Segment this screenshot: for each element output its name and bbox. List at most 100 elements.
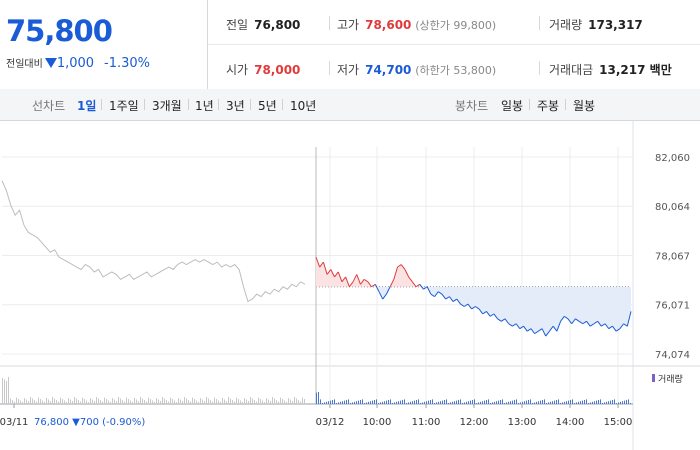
volume-bar: [628, 399, 629, 404]
volume-bar: [582, 400, 583, 404]
candle-weekly[interactable]: 주봉: [537, 99, 560, 113]
volume-bar: [428, 400, 429, 404]
price-line-segment: [575, 318, 580, 322]
volume-bar: [194, 399, 195, 404]
price-line-segment: [397, 264, 402, 268]
candle-monthly[interactable]: 월봉: [573, 99, 596, 113]
volume-bar: [366, 402, 367, 404]
period-5year[interactable]: 5년: [258, 99, 277, 113]
volume-bar: [548, 402, 549, 404]
volume-bar: [488, 399, 489, 404]
period-3month[interactable]: 3개월: [152, 99, 182, 113]
stat-label: 고가: [337, 18, 360, 32]
volume-bar: [538, 401, 539, 404]
volume-bar: [74, 397, 75, 404]
volume-bar: [448, 403, 449, 404]
volume-bar: [8, 377, 9, 404]
volume-bar: [466, 401, 467, 404]
period-1day[interactable]: 1일: [77, 99, 97, 113]
stat-value: 78,600: [365, 18, 412, 32]
volume-bar: [376, 399, 377, 404]
volume-bar: [604, 402, 605, 404]
volume-bar: [280, 397, 281, 404]
volume-bar: [608, 401, 609, 404]
volume-bar: [50, 401, 51, 404]
volume-bar: [368, 401, 369, 404]
price-line-segment: [493, 313, 498, 320]
price-line-segment: [315, 256, 321, 268]
volume-bar: [490, 403, 491, 404]
price-line-segment: [334, 271, 339, 278]
volume-bar: [450, 402, 451, 404]
volume-bar: [560, 403, 561, 404]
volume-bar: [70, 399, 71, 404]
price-line-segment: [549, 325, 554, 332]
volume-bar: [38, 397, 39, 404]
prev-day-line: [1, 180, 306, 303]
volume-bar: [206, 397, 207, 404]
volume-bar: [178, 398, 179, 404]
stat-label: 저가: [337, 63, 360, 77]
price-line-segment: [597, 320, 602, 327]
volume-bar: [66, 402, 67, 404]
volume-bar: [400, 400, 401, 404]
volume-bar: [56, 400, 57, 404]
divider: [329, 16, 330, 30]
volume-bar: [476, 403, 477, 404]
price-line-segment: [426, 286, 432, 295]
volume-bar: [494, 401, 495, 404]
volume-bar: [28, 401, 29, 404]
period-1year[interactable]: 1년: [195, 99, 214, 113]
price-line-segment: [608, 325, 613, 330]
price-line-segment: [434, 291, 439, 297]
price-line-segment: [452, 298, 458, 302]
volume-bar: [624, 400, 625, 404]
volume-bar: [278, 401, 279, 404]
volume-bar: [340, 401, 341, 404]
volume-bar: [258, 397, 259, 404]
volume-bar: [430, 400, 431, 404]
volume-bar: [160, 401, 161, 404]
volume-bar: [222, 398, 223, 404]
price-line-segment: [564, 315, 569, 320]
price-line-segment: [356, 274, 361, 285]
price-line-segment: [430, 293, 435, 298]
stat-value: 76,800: [254, 18, 301, 32]
price-line-segment: [586, 320, 591, 327]
volume-bar: [612, 400, 613, 404]
volume-bar: [328, 401, 329, 404]
volume-bar: [598, 400, 599, 404]
price-line-segment: [615, 328, 621, 332]
volume-bar: [436, 402, 437, 404]
volume-bar: [386, 400, 387, 404]
volume-bar: [204, 401, 205, 404]
volume-bar: [148, 397, 149, 404]
volume-bar: [216, 399, 217, 404]
volume-bar: [238, 399, 239, 404]
price-change: 전일대비 1,000 -1.30%: [6, 55, 150, 71]
volume-bar: [170, 397, 171, 404]
divider: [250, 99, 251, 110]
price-line-segment: [322, 261, 328, 275]
period-3year[interactable]: 3년: [226, 99, 245, 113]
candle-daily[interactable]: 일봉: [501, 99, 524, 113]
period-1week[interactable]: 1주일: [109, 99, 139, 113]
x-tick-label: 03/12: [316, 417, 345, 428]
price-line-segment: [367, 281, 372, 288]
volume-bar: [80, 401, 81, 404]
volume-bar: [40, 399, 41, 404]
price-line-segment: [374, 284, 380, 292]
volume-bar: [518, 403, 519, 404]
price-line-segment: [567, 318, 573, 325]
stats-grid: 전일 76,800 고가 78,600 (상한가 99,800) 거래량 173,31…: [208, 0, 700, 89]
price-chart[interactable]: 82,060 80,064 78,067 76,071 74,074 거래량 03/11…: [0, 121, 700, 450]
volume-bar: [32, 398, 33, 404]
period-10year[interactable]: 10년: [290, 99, 317, 113]
price-line-segment: [612, 325, 617, 332]
volume-bar: [44, 402, 45, 404]
volume-bar: [456, 400, 457, 404]
volume-bar: [20, 400, 21, 404]
volume-legend-label: 거래량: [658, 373, 683, 385]
divider: [565, 99, 566, 110]
price-line-segment: [449, 296, 454, 302]
